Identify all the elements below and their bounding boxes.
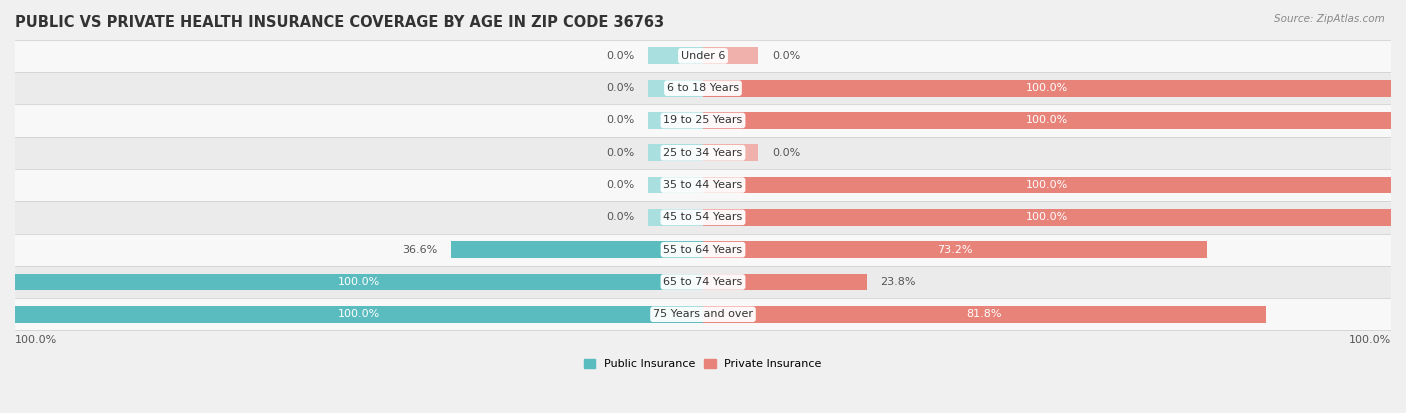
Text: 100.0%: 100.0% — [1026, 116, 1069, 126]
Text: 100.0%: 100.0% — [337, 309, 380, 319]
Text: 73.2%: 73.2% — [936, 244, 973, 255]
Bar — [703, 209, 1391, 226]
Bar — [451, 241, 703, 258]
Text: 6 to 18 Years: 6 to 18 Years — [666, 83, 740, 93]
Text: 0.0%: 0.0% — [606, 148, 634, 158]
Bar — [15, 169, 1391, 201]
Bar — [648, 47, 703, 64]
Text: 100.0%: 100.0% — [15, 335, 58, 345]
Bar — [703, 80, 1391, 97]
Bar — [15, 273, 703, 290]
Text: 0.0%: 0.0% — [606, 83, 634, 93]
Text: 23.8%: 23.8% — [880, 277, 915, 287]
Text: 0.0%: 0.0% — [772, 148, 800, 158]
Bar — [15, 72, 1391, 104]
Text: 100.0%: 100.0% — [337, 277, 380, 287]
Bar — [703, 273, 866, 290]
Bar — [15, 266, 1391, 298]
Bar — [648, 177, 703, 193]
Bar — [703, 177, 1391, 193]
Bar — [648, 145, 703, 161]
Bar — [703, 112, 1391, 129]
Bar — [15, 298, 1391, 330]
Text: 75 Years and over: 75 Years and over — [652, 309, 754, 319]
Text: 0.0%: 0.0% — [772, 51, 800, 61]
Text: 100.0%: 100.0% — [1026, 83, 1069, 93]
Text: 19 to 25 Years: 19 to 25 Years — [664, 116, 742, 126]
Text: 55 to 64 Years: 55 to 64 Years — [664, 244, 742, 255]
Bar — [15, 104, 1391, 137]
Bar — [15, 40, 1391, 72]
Text: 100.0%: 100.0% — [1026, 212, 1069, 222]
Bar — [648, 209, 703, 226]
Bar — [703, 306, 1265, 323]
Text: 0.0%: 0.0% — [606, 212, 634, 222]
Bar — [648, 80, 703, 97]
Text: 35 to 44 Years: 35 to 44 Years — [664, 180, 742, 190]
Bar — [15, 137, 1391, 169]
Text: 25 to 34 Years: 25 to 34 Years — [664, 148, 742, 158]
Bar — [15, 201, 1391, 233]
Text: 0.0%: 0.0% — [606, 51, 634, 61]
Text: 100.0%: 100.0% — [1348, 335, 1391, 345]
Bar — [703, 47, 758, 64]
Text: 0.0%: 0.0% — [606, 116, 634, 126]
Text: 45 to 54 Years: 45 to 54 Years — [664, 212, 742, 222]
Text: 65 to 74 Years: 65 to 74 Years — [664, 277, 742, 287]
Legend: Public Insurance, Private Insurance: Public Insurance, Private Insurance — [579, 354, 827, 373]
Bar — [15, 306, 703, 323]
Text: Under 6: Under 6 — [681, 51, 725, 61]
Text: 36.6%: 36.6% — [402, 244, 437, 255]
Bar — [703, 241, 1206, 258]
Text: Source: ZipAtlas.com: Source: ZipAtlas.com — [1274, 14, 1385, 24]
Bar — [703, 145, 758, 161]
Text: PUBLIC VS PRIVATE HEALTH INSURANCE COVERAGE BY AGE IN ZIP CODE 36763: PUBLIC VS PRIVATE HEALTH INSURANCE COVER… — [15, 15, 664, 30]
Text: 81.8%: 81.8% — [967, 309, 1002, 319]
Text: 100.0%: 100.0% — [1026, 180, 1069, 190]
Bar — [15, 233, 1391, 266]
Bar — [648, 112, 703, 129]
Text: 0.0%: 0.0% — [606, 180, 634, 190]
